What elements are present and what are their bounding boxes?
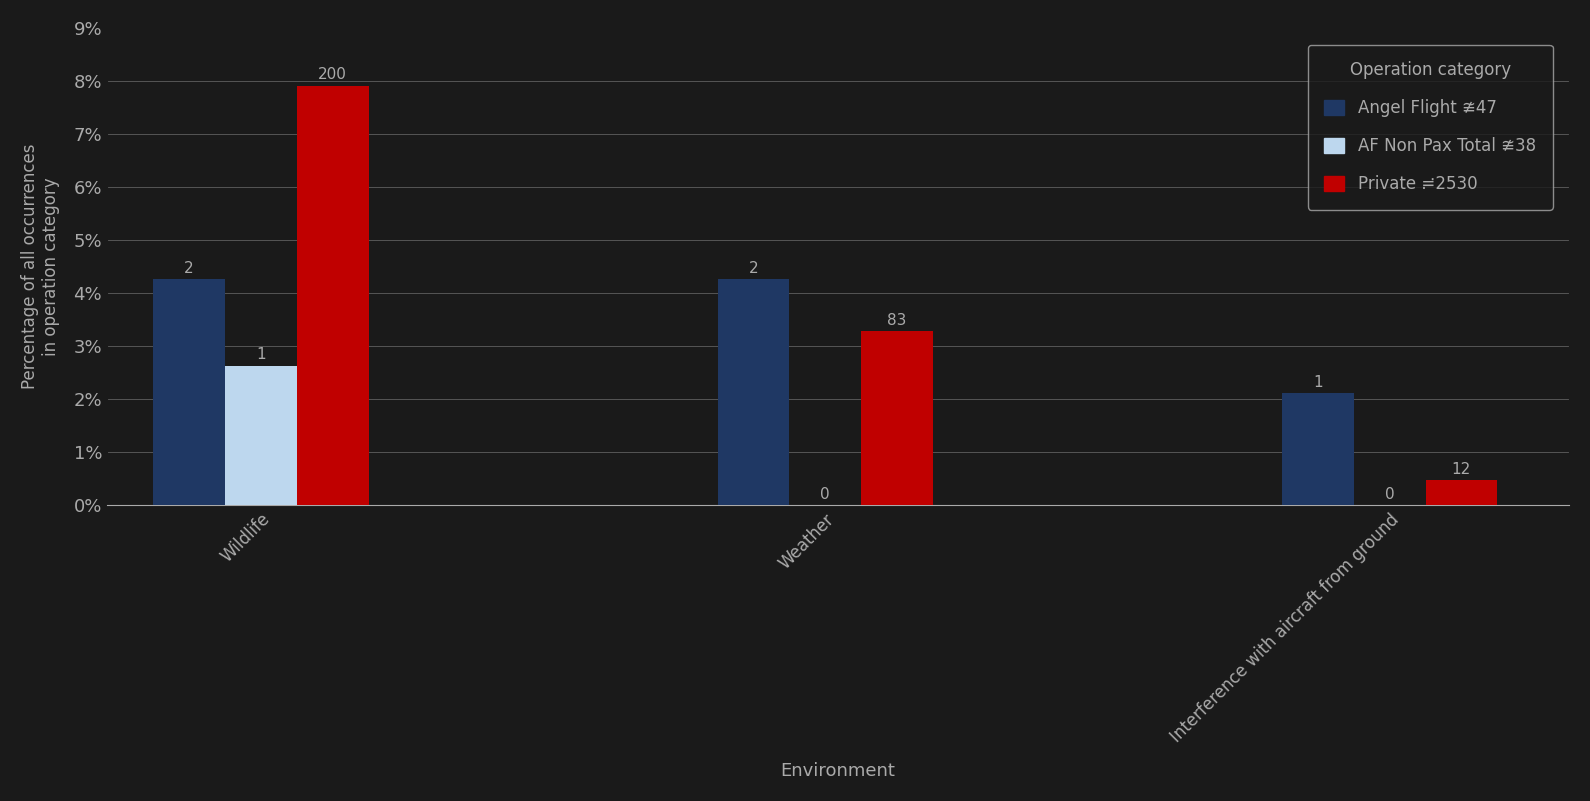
Text: 0: 0 <box>820 486 830 501</box>
Bar <box>862 332 933 505</box>
Text: 1: 1 <box>256 347 266 362</box>
Text: 200: 200 <box>318 67 347 82</box>
Text: 83: 83 <box>887 312 906 328</box>
Text: 0: 0 <box>1385 486 1394 501</box>
Text: 1: 1 <box>1313 375 1323 389</box>
Bar <box>1282 393 1353 505</box>
Text: 2: 2 <box>749 260 758 276</box>
Bar <box>153 280 226 505</box>
X-axis label: Environment: Environment <box>781 763 895 780</box>
Text: 2: 2 <box>184 260 194 276</box>
Bar <box>226 366 297 505</box>
Bar <box>297 86 369 505</box>
Legend: Angel Flight ≇47, AF Non Pax Total ≇38, Private ≓2530: Angel Flight ≇47, AF Non Pax Total ≇38, … <box>1307 45 1552 210</box>
Bar <box>717 280 789 505</box>
Bar <box>1426 481 1498 505</box>
Y-axis label: Percentage of all occurrences
in operation category: Percentage of all occurrences in operati… <box>21 144 60 389</box>
Text: 12: 12 <box>1452 461 1471 477</box>
